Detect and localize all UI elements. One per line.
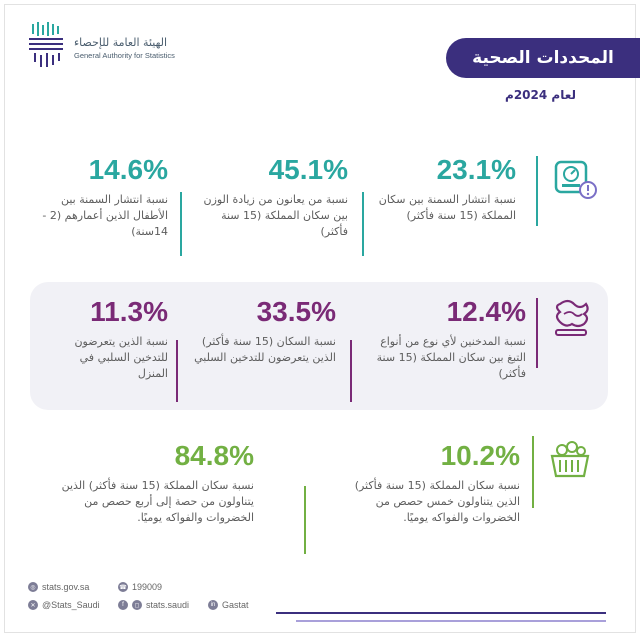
title-banner: المحددات الصحية: [444, 38, 640, 84]
stat-desc: نسبة الذين يتعرضون للتدخين السلبي في الم…: [74, 335, 168, 380]
stat-value: 14.6%: [88, 154, 168, 185]
stat-passive-smoking-home: 11.3% نسبة الذين يتعرضون للتدخين السلبي …: [48, 296, 168, 382]
stat-desc: نسبة سكان المملكة (15 سنة فأكثر) الذين ي…: [354, 479, 520, 524]
footer-line-light: [296, 620, 606, 622]
instagram-icon: ◻: [132, 600, 142, 610]
nutrition-row: 10.2% نسبة سكان المملكة (15 سنة فأكثر) ا…: [22, 430, 610, 560]
stat-desc: نسبة من يعانون من زيادة الوزن بين سكان ا…: [203, 193, 348, 238]
smoke-icon: [555, 299, 589, 336]
stat-desc: نسبة المدخنين لأي نوع من أنواع التبغ بين…: [376, 335, 526, 380]
footer-phone[interactable]: ☎ 199009: [118, 582, 162, 592]
stat-desc: نسبة السكان (15 سنة فأكثر) الذين يتعرضون…: [194, 335, 336, 364]
footer-twitter[interactable]: ✕ @Stats_Saudi: [28, 600, 100, 610]
obesity-row: 23.1% نسبة انتشار السمنة بين سكان المملك…: [22, 140, 610, 260]
year-label: لعام 2024م: [505, 88, 576, 102]
facebook-icon: f: [118, 600, 128, 610]
stat-smokers: 12.4% نسبة المدخنين لأي نوع من أنواع الت…: [376, 296, 526, 382]
stat-value: 12.4%: [446, 296, 526, 327]
stat-obesity-children: 14.6% نسبة انتشار السمنة بين الأطفال الذ…: [28, 154, 168, 240]
stat-value: 45.1%: [268, 154, 348, 185]
row1-divider-3: [180, 192, 182, 256]
stat-desc: نسبة انتشار السمنة بين الأطفال الذين أعم…: [42, 193, 168, 238]
stat-value: 84.8%: [174, 440, 254, 471]
twitter-text: @Stats_Saudi: [42, 600, 100, 610]
footer-line-dark: [276, 612, 606, 614]
stat-one-to-four-servings: 84.8% نسبة سكان المملكة (15 سنة فأكثر) ا…: [44, 440, 254, 526]
stat-overweight-adults: 45.1% نسبة من يعانون من زيادة الوزن بين …: [198, 154, 348, 240]
stat-value: 33.5%: [256, 296, 336, 327]
linkedin-text: Gastat: [222, 600, 249, 610]
stat-desc: نسبة سكان المملكة (15 سنة فأكثر) الذين ي…: [61, 479, 254, 524]
stat-passive-smoking: 33.5% نسبة السكان (15 سنة فأكثر) الذين ي…: [186, 296, 336, 366]
gastat-logo: الهيئة العامة للإحصاء General Authority …: [26, 22, 175, 74]
smoking-row: 12.4% نسبة المدخنين لأي نوع من أنواع الت…: [30, 282, 608, 410]
page-title: المحددات الصحية: [472, 48, 614, 68]
stat-five-servings: 10.2% نسبة سكان المملكة (15 سنة فأكثر) ا…: [330, 440, 520, 526]
footer-social[interactable]: f ◻ stats.saudi: [118, 600, 189, 610]
stat-value: 10.2%: [440, 440, 520, 471]
scale-weight-icon: [554, 160, 597, 199]
stat-obesity-adults: 23.1% نسبة انتشار السمنة بين سكان المملك…: [376, 154, 516, 224]
row2-divider-2: [350, 340, 352, 402]
stat-value: 11.3%: [90, 296, 168, 327]
instagram-text: stats.saudi: [146, 600, 190, 610]
row2-divider-1: [536, 298, 538, 368]
x-twitter-icon: ✕: [28, 600, 38, 610]
stat-desc: نسبة انتشار السمنة بين سكان المملكة (15 …: [378, 193, 516, 222]
logo-name-ar: الهيئة العامة للإحصاء: [74, 36, 168, 49]
logo-name-en: General Authority for Statistics: [74, 51, 175, 60]
row3-divider-2: [304, 486, 306, 554]
gastat-logo-icon: [29, 22, 63, 67]
vegetable-basket-icon: [550, 441, 590, 478]
footer-linkedin[interactable]: in Gastat: [208, 600, 249, 610]
globe-icon: ◎: [28, 582, 38, 592]
phone-icon: ☎: [118, 582, 128, 592]
row3-divider-1: [532, 436, 534, 508]
footer-website[interactable]: ◎ stats.gov.sa: [28, 582, 89, 592]
row1-divider-1: [536, 156, 538, 226]
row2-divider-3: [176, 340, 178, 402]
phone-text: 199009: [132, 582, 163, 592]
stat-value: 23.1%: [436, 154, 516, 185]
website-text: stats.gov.sa: [42, 582, 90, 592]
linkedin-icon: in: [208, 600, 218, 610]
row1-divider-2: [362, 192, 364, 256]
